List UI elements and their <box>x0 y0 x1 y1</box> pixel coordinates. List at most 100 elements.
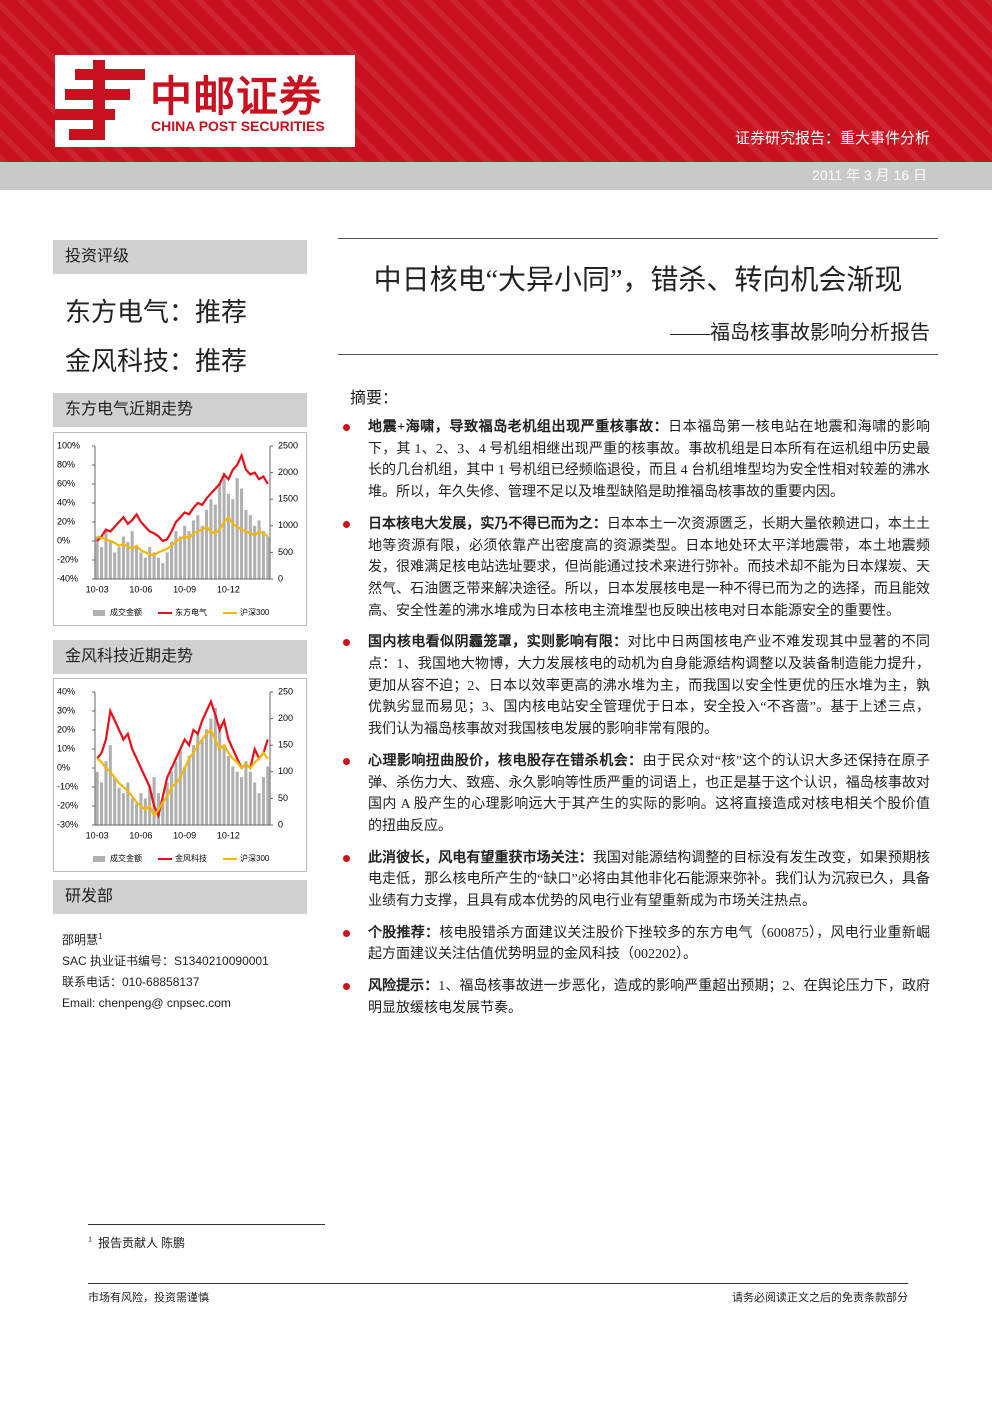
y2-tick-label: 250 <box>278 686 293 696</box>
bar <box>213 504 217 579</box>
rule <box>338 238 938 239</box>
y-tick-label: 20% <box>57 516 75 526</box>
footnote-text: 报告贡献人 陈鹏 <box>98 1236 186 1250</box>
chart: 40% 30% 20% 10% 0% -10% -20% -30% 250 200 150 100 50… <box>53 678 307 872</box>
y-tick-label: 0% <box>57 535 70 545</box>
rating: 东方电气：推荐 <box>65 298 248 327</box>
x-tick-label: 10-03 <box>86 830 109 840</box>
bullet-body: 1、福岛核事故进一步恶化，造成的影响严重超出预期；2、在舆论压力下，政府明显放缓… <box>368 979 931 1016</box>
bullet-heading: 此消彼长，风电有望重获市场关注： <box>368 850 593 866</box>
bar <box>126 541 130 579</box>
bar <box>191 745 195 825</box>
bar <box>253 525 257 579</box>
y-tick-label: 40% <box>57 686 75 696</box>
bar <box>196 734 200 825</box>
bar <box>218 483 222 579</box>
bullet-body: 对比中日两国核电产业不难发现其中显著的不同点：1、我国地大物博，大力发展核电的动… <box>368 635 930 738</box>
bar <box>244 761 248 825</box>
y2-tick-label: 150 <box>278 740 293 750</box>
bar <box>104 531 108 579</box>
bullet-heading: 日本核电大发展，实乃不得已而为之： <box>368 516 607 532</box>
legend-label: 沪深300 <box>240 853 270 863</box>
bar <box>113 777 117 825</box>
legend-label: 成交金额 <box>110 853 142 863</box>
bar <box>257 793 261 825</box>
bar <box>244 509 248 579</box>
bar <box>235 477 239 579</box>
bar <box>130 531 134 579</box>
bar <box>226 493 230 579</box>
bullet-heading: 风险提示： <box>368 979 439 995</box>
x-tick-label: 10-09 <box>173 584 196 594</box>
bullet-body: 由于民众对“核”这个的认识大多还保持在原子弹、杀伤力大、致癌、永久影响等性质严重… <box>368 753 930 834</box>
y-tick-label: -10% <box>57 781 78 791</box>
bar <box>178 536 182 579</box>
rating: 金风科技：推荐 <box>65 347 248 376</box>
footnote-rule <box>88 1224 325 1225</box>
footnote-mark: 1 <box>88 1235 92 1244</box>
bar <box>240 488 244 579</box>
bar <box>253 782 257 825</box>
y2-tick-label: 50 <box>278 793 288 803</box>
bar <box>121 793 125 825</box>
bar <box>248 771 252 825</box>
bar <box>209 499 213 579</box>
logo-box: 中邮证券 CHINA POST SECURITIES <box>55 55 355 147</box>
bar <box>187 531 191 579</box>
bullet: 地震+海啸，导致福岛老机组出现严重核事故：日本福岛第一核电站在地震和海啸的影响下… <box>340 417 930 504</box>
contact: Email: chenpeng@ cnpsec.com <box>62 996 231 1010</box>
bar <box>266 766 270 825</box>
bullet: 日本核电大发展，实乃不得已而为之：日本本土一次资源匮乏，长期大量依赖进口，本土土… <box>340 514 930 623</box>
bar <box>108 745 112 825</box>
legend-swatch <box>93 856 105 862</box>
y2-tick-label: 1500 <box>278 494 298 504</box>
x-tick-label: 10-12 <box>217 584 240 594</box>
bar <box>174 531 178 579</box>
bar <box>143 557 147 579</box>
line <box>96 728 269 818</box>
bar <box>191 520 195 579</box>
y2-tick-label: 100 <box>278 766 293 776</box>
x-tick-label: 10-09 <box>173 830 196 840</box>
y-tick-label: -30% <box>57 819 78 829</box>
bar <box>187 755 191 825</box>
bar <box>266 536 270 579</box>
bullet: 个股推荐：核电股错杀方面建议关注股价下挫较多的东方电气（600875），风电行业… <box>340 923 930 966</box>
bar <box>226 755 230 825</box>
logo-cn: 中邮证券 <box>150 73 323 120</box>
bar <box>183 525 187 579</box>
bar <box>152 552 156 579</box>
x-tick-label: 10-03 <box>86 584 109 594</box>
bar <box>231 766 235 825</box>
bar <box>95 771 99 825</box>
bar <box>222 472 226 579</box>
bullet-body: 日本福岛第一核电站在地震和海啸的影响下，其 1、2、3、4 号机组相继出现严重的… <box>368 420 931 501</box>
bar <box>156 557 160 579</box>
bullet: 此消彼长，风电有望重获市场关注：我国对能源结构调整的目标没有发生改变，如果预期核… <box>340 848 930 913</box>
bullet-heading: 地震+海啸，导致福岛老机组出现严重核事故： <box>368 420 669 435</box>
footer-left: 市场有风险，投资需谨慎 <box>88 1292 209 1304</box>
bar <box>165 552 169 579</box>
footer-rule <box>88 1283 908 1284</box>
bullet: 国内核电看似阴霾笼罩，实则影响有限：对比中日两国核电产业不难发现其中显著的不同点… <box>340 632 930 741</box>
y2-tick-label: 2000 <box>278 467 298 477</box>
footer-right: 请务必阅读正文之后的免责条款部分 <box>732 1292 908 1304</box>
bar <box>148 547 152 579</box>
y-tick-label: 10% <box>57 743 75 753</box>
chart-frame <box>53 432 307 626</box>
bar <box>108 541 112 579</box>
bar <box>100 782 104 825</box>
bar <box>113 552 117 579</box>
y-tick-label: 100% <box>57 440 80 450</box>
footnote-mark: 1 <box>98 932 103 941</box>
footnote: 1 报告贡献人 陈鹏 <box>88 1234 185 1251</box>
author-block: 邵明慧1 SAC 执业证书编号：S1340210090001 联系电话：010-… <box>62 926 269 1014</box>
bar <box>261 531 265 579</box>
summary: 地震+海啸，导致福岛老机组出现严重核事故：日本福岛第一核电站在地震和海啸的影响下… <box>340 417 930 1030</box>
bar <box>235 771 239 825</box>
bar <box>170 541 174 579</box>
bar <box>135 547 139 579</box>
bar <box>139 793 143 825</box>
line <box>96 515 269 557</box>
